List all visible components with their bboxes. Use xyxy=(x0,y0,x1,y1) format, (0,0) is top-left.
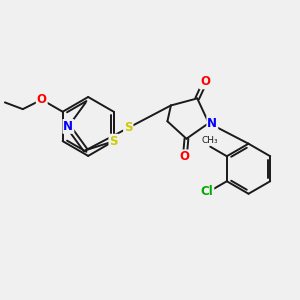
Text: O: O xyxy=(180,150,190,164)
Text: S: S xyxy=(110,135,118,148)
Text: O: O xyxy=(37,93,47,106)
Text: CH₃: CH₃ xyxy=(202,136,219,145)
Text: N: N xyxy=(207,117,217,130)
Text: S: S xyxy=(124,122,133,134)
Text: N: N xyxy=(63,120,74,133)
Text: O: O xyxy=(200,75,210,88)
Text: Cl: Cl xyxy=(201,185,213,198)
